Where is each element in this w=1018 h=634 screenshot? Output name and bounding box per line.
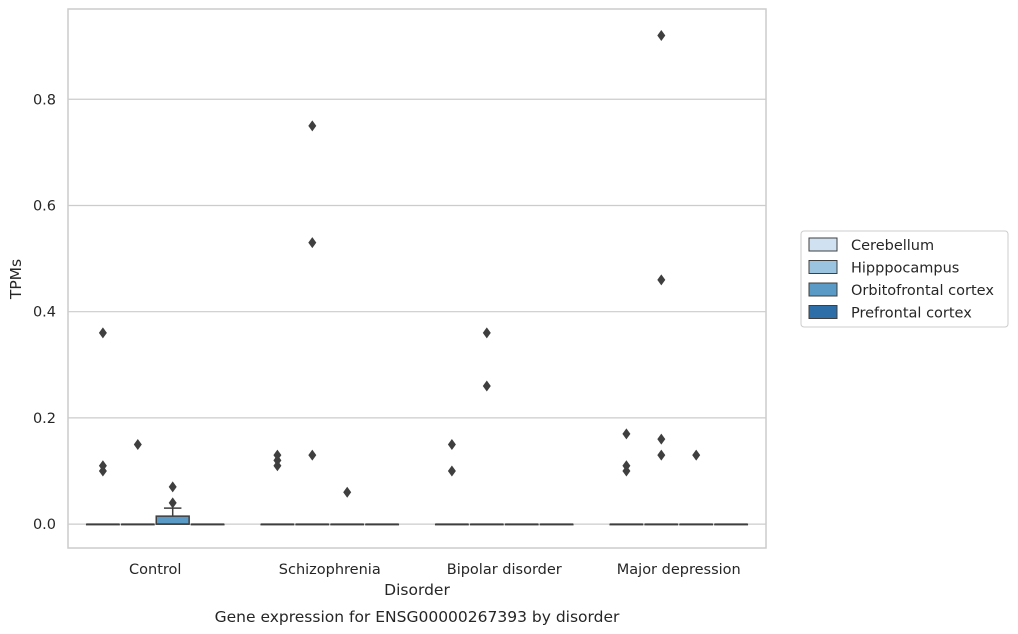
legend-label: Prefrontal cortex [851, 306, 972, 322]
legend-label: Cerebellum [851, 238, 934, 254]
outlier-point [622, 428, 631, 440]
legend-label: Orbitofrontal cortex [851, 283, 994, 299]
outlier-point [133, 438, 142, 450]
outlier-point [168, 497, 177, 509]
outlier-point [657, 30, 666, 42]
outlier-point [98, 460, 107, 472]
y-tick-label: 0.8 [33, 92, 56, 108]
outlier-point [308, 449, 317, 461]
legend-swatch [808, 260, 838, 274]
outlier-point [343, 486, 352, 498]
legend: Cerebellum Hipppocampus Orbitofrontal cort… [800, 230, 1009, 328]
outlier-point [657, 274, 666, 286]
legend-swatch [808, 237, 838, 252]
x-tick-label: Schizophrenia [279, 562, 381, 578]
x-tick-label: Control [129, 562, 181, 578]
outlier-point [657, 449, 666, 461]
chart-caption: Gene expression for ENSG00000267393 by d… [215, 608, 620, 626]
outlier-point [273, 449, 282, 461]
x-tick-label: Bipolar disorder [447, 562, 562, 578]
plot-marks [85, 30, 749, 526]
legend-frame [800, 230, 1009, 328]
outlier-point [482, 327, 491, 339]
legend-swatch [808, 282, 838, 297]
outlier-point [447, 438, 456, 450]
x-axis-ticks: Control Schizophrenia Bipolar disorder Majo… [129, 562, 741, 578]
outlier-point [308, 237, 317, 249]
box [155, 515, 190, 525]
plot-frame [67, 8, 767, 549]
y-tick-label: 0.2 [33, 411, 56, 427]
x-axis-label: Disorder [384, 581, 450, 599]
outlier-point [482, 380, 491, 392]
outlier-point [98, 327, 107, 339]
outlier-point [622, 460, 631, 472]
outlier-point [692, 449, 701, 461]
y-axis-ticks: 0.0 0.2 0.4 0.6 0.8 [33, 92, 56, 533]
y-tick-label: 0.6 [33, 198, 56, 214]
y-tick-label: 0.0 [33, 517, 56, 533]
outlier-point [168, 481, 177, 493]
x-tick-label: Major depression [617, 562, 741, 578]
outlier-point [447, 465, 456, 477]
legend-swatch [808, 305, 838, 319]
outlier-point [308, 120, 317, 132]
y-axis-label: TPMs [7, 259, 25, 300]
y-tick-label: 0.4 [33, 305, 56, 321]
outlier-point [657, 433, 666, 445]
legend-label: Hipppocampus [851, 261, 959, 277]
